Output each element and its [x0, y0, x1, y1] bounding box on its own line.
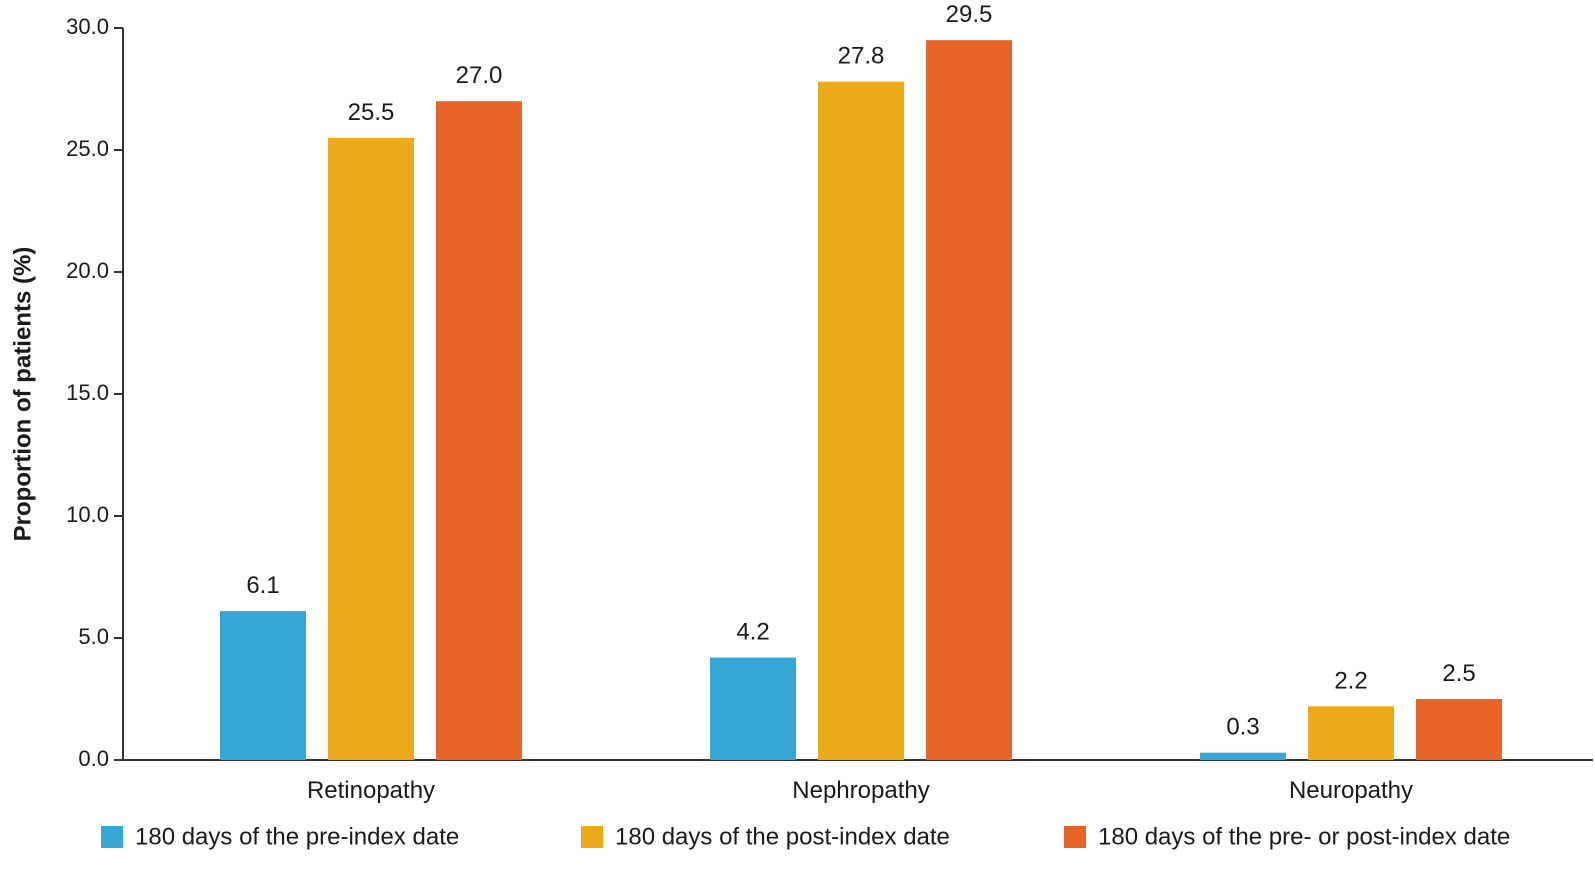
y-tick-label: 5.0 — [78, 624, 109, 649]
y-tick-label: 0.0 — [78, 746, 109, 771]
bar — [710, 657, 796, 760]
legend-swatch — [1064, 826, 1086, 848]
bar — [1308, 706, 1394, 760]
legend-swatch — [581, 826, 603, 848]
x-category-label: Nephropathy — [792, 777, 929, 804]
bar — [328, 137, 414, 761]
value-labels: 6.1 25.5 27.0 4.2 27.8 29.5 0.3 2.2 2.5 — [246, 1, 1475, 740]
legend-label: 180 days of the pre- or post-index date — [1098, 823, 1510, 850]
y-tick-label: 20.0 — [66, 258, 109, 283]
legend-swatch — [101, 826, 123, 848]
bar-value-label: 29.5 — [946, 1, 993, 28]
y-ticks: 0.0 5.0 10.0 15.0 20.0 25.0 30.0 — [66, 14, 123, 771]
category-labels: Retinopathy Nephropathy Neuropathy — [307, 777, 1413, 804]
y-tick-label: 15.0 — [66, 380, 109, 405]
bar-value-label: 25.5 — [348, 99, 395, 126]
bar — [220, 611, 306, 760]
bar-value-label: 27.8 — [838, 43, 885, 70]
bar-value-label: 27.0 — [456, 62, 503, 89]
bar-value-label: 4.2 — [736, 619, 769, 646]
bar-value-label: 6.1 — [246, 572, 279, 599]
x-category-label: Retinopathy — [307, 777, 435, 804]
legend-label: 180 days of the pre-index date — [135, 823, 459, 850]
legend: 180 days of the pre-index date 180 days o… — [101, 823, 1510, 850]
y-axis-title: Proportion of patients (%) — [9, 247, 36, 542]
bar — [818, 81, 904, 761]
y-tick-label: 10.0 — [66, 502, 109, 527]
bar — [436, 101, 522, 760]
y-tick-label: 30.0 — [66, 14, 109, 39]
bar-value-label: 0.3 — [1226, 714, 1259, 741]
bar — [926, 40, 1012, 760]
legend-label: 180 days of the post-index date — [615, 823, 950, 850]
bar — [1416, 699, 1502, 760]
bar-value-label: 2.5 — [1442, 660, 1475, 687]
x-category-label: Neuropathy — [1289, 777, 1413, 804]
bar — [1200, 752, 1286, 760]
bar-value-label: 2.2 — [1334, 667, 1367, 694]
bars — [220, 40, 1502, 761]
y-tick-label: 25.0 — [66, 136, 109, 161]
